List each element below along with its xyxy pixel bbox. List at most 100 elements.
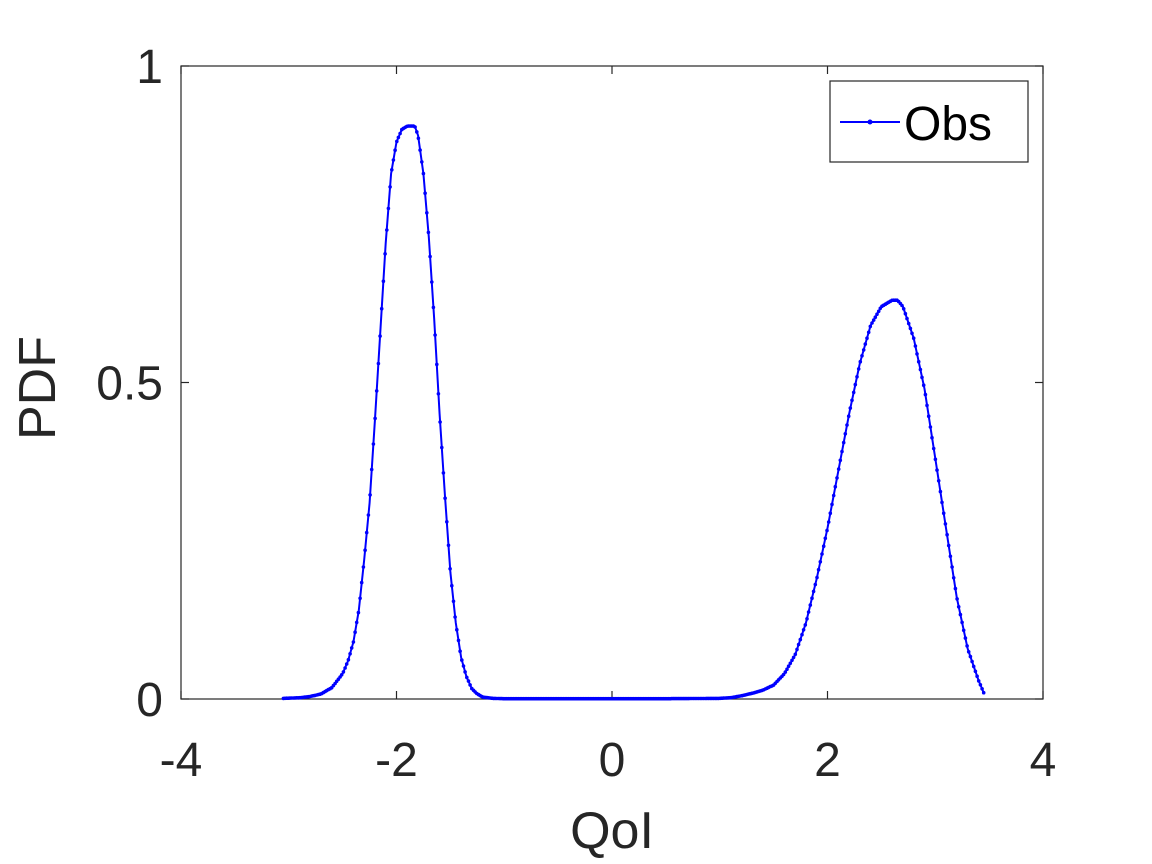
data-point: [961, 628, 966, 633]
data-point: [361, 565, 366, 569]
data-point: [430, 280, 434, 284]
data-point: [843, 432, 848, 436]
data-point: [808, 603, 813, 607]
data-point: [356, 610, 361, 615]
data-point: [369, 467, 374, 472]
data-point: [913, 344, 918, 348]
data-point: [946, 543, 951, 548]
data-point: [926, 414, 931, 419]
data-point: [953, 586, 958, 591]
data-point: [900, 303, 904, 308]
data-point: [940, 500, 944, 505]
data-point: [788, 661, 793, 666]
data-point: [385, 228, 389, 232]
data-point: [960, 620, 964, 625]
data-point: [341, 670, 346, 674]
data-point: [818, 560, 823, 564]
data-point: [828, 511, 833, 515]
data-point: [825, 528, 829, 533]
data-point: [796, 642, 801, 647]
data-point: [371, 442, 376, 446]
data-point: [373, 416, 377, 421]
data-point: [450, 583, 454, 588]
data-point: [418, 148, 422, 152]
data-point: [810, 596, 814, 600]
data-point: [915, 352, 919, 356]
data-point: [826, 520, 831, 524]
data-point: [458, 649, 462, 653]
data-point: [415, 130, 419, 134]
data-point: [925, 403, 929, 408]
data-point: [435, 362, 439, 367]
data-point: [420, 160, 424, 164]
data-point: [836, 467, 841, 471]
data-point: [381, 279, 386, 284]
data-point: [980, 687, 984, 691]
data-point: [923, 392, 928, 397]
data-point: [783, 670, 788, 674]
data-point: [833, 484, 838, 489]
data-point: [850, 398, 854, 403]
data-point: [911, 336, 916, 341]
data-point: [846, 414, 851, 419]
legend-label: Obs: [904, 98, 992, 151]
legend: Obs: [829, 80, 1029, 163]
data-point: [860, 354, 864, 358]
data-point: [906, 321, 911, 326]
data-point: [875, 312, 879, 317]
data-point: [901, 307, 906, 311]
data-point: [821, 544, 826, 548]
data-point: [416, 136, 421, 141]
data-point: [461, 664, 466, 668]
data-point: [958, 612, 963, 617]
data-point: [343, 666, 347, 670]
data-point: [938, 489, 943, 494]
data-point: [368, 493, 372, 497]
x-tick-label: 2: [814, 734, 841, 787]
x-tick-label: 0: [599, 734, 626, 787]
data-point: [438, 420, 442, 424]
data-point: [981, 690, 986, 695]
data-point: [354, 620, 359, 625]
data-point: [460, 658, 464, 662]
data-point: [425, 211, 429, 215]
data-point: [840, 449, 844, 454]
data-point: [398, 131, 402, 136]
data-point: [353, 630, 357, 634]
data-point: [856, 367, 861, 371]
data-point: [811, 589, 816, 594]
data-point: [815, 575, 819, 580]
data-point: [791, 655, 796, 660]
data-point: [973, 669, 978, 674]
data-point: [905, 316, 909, 321]
data-point: [831, 493, 836, 498]
data-point: [948, 554, 953, 559]
data-point: [941, 511, 946, 515]
data-point: [965, 644, 969, 648]
data-point: [800, 632, 804, 637]
data-point: [446, 543, 451, 548]
series-layer: [281, 124, 986, 701]
data-point: [951, 576, 956, 580]
data-point: [786, 664, 791, 668]
data-point: [805, 617, 809, 621]
data-point: [785, 667, 789, 671]
data-point: [936, 479, 941, 483]
data-point: [376, 361, 381, 366]
data-point: [451, 599, 456, 604]
data-point: [395, 139, 399, 144]
data-point: [468, 683, 472, 687]
data-point: [851, 390, 856, 395]
data-point: [858, 359, 863, 364]
data-point: [443, 496, 447, 501]
data-point: [428, 254, 432, 259]
data-point: [366, 513, 371, 517]
data-point: [943, 522, 948, 526]
data-point: [975, 674, 979, 678]
data-point: [426, 230, 431, 235]
data-point: [790, 658, 794, 663]
data-point: [835, 476, 839, 480]
data-point: [801, 628, 806, 632]
data-point: [968, 654, 973, 659]
data-point: [978, 683, 983, 687]
